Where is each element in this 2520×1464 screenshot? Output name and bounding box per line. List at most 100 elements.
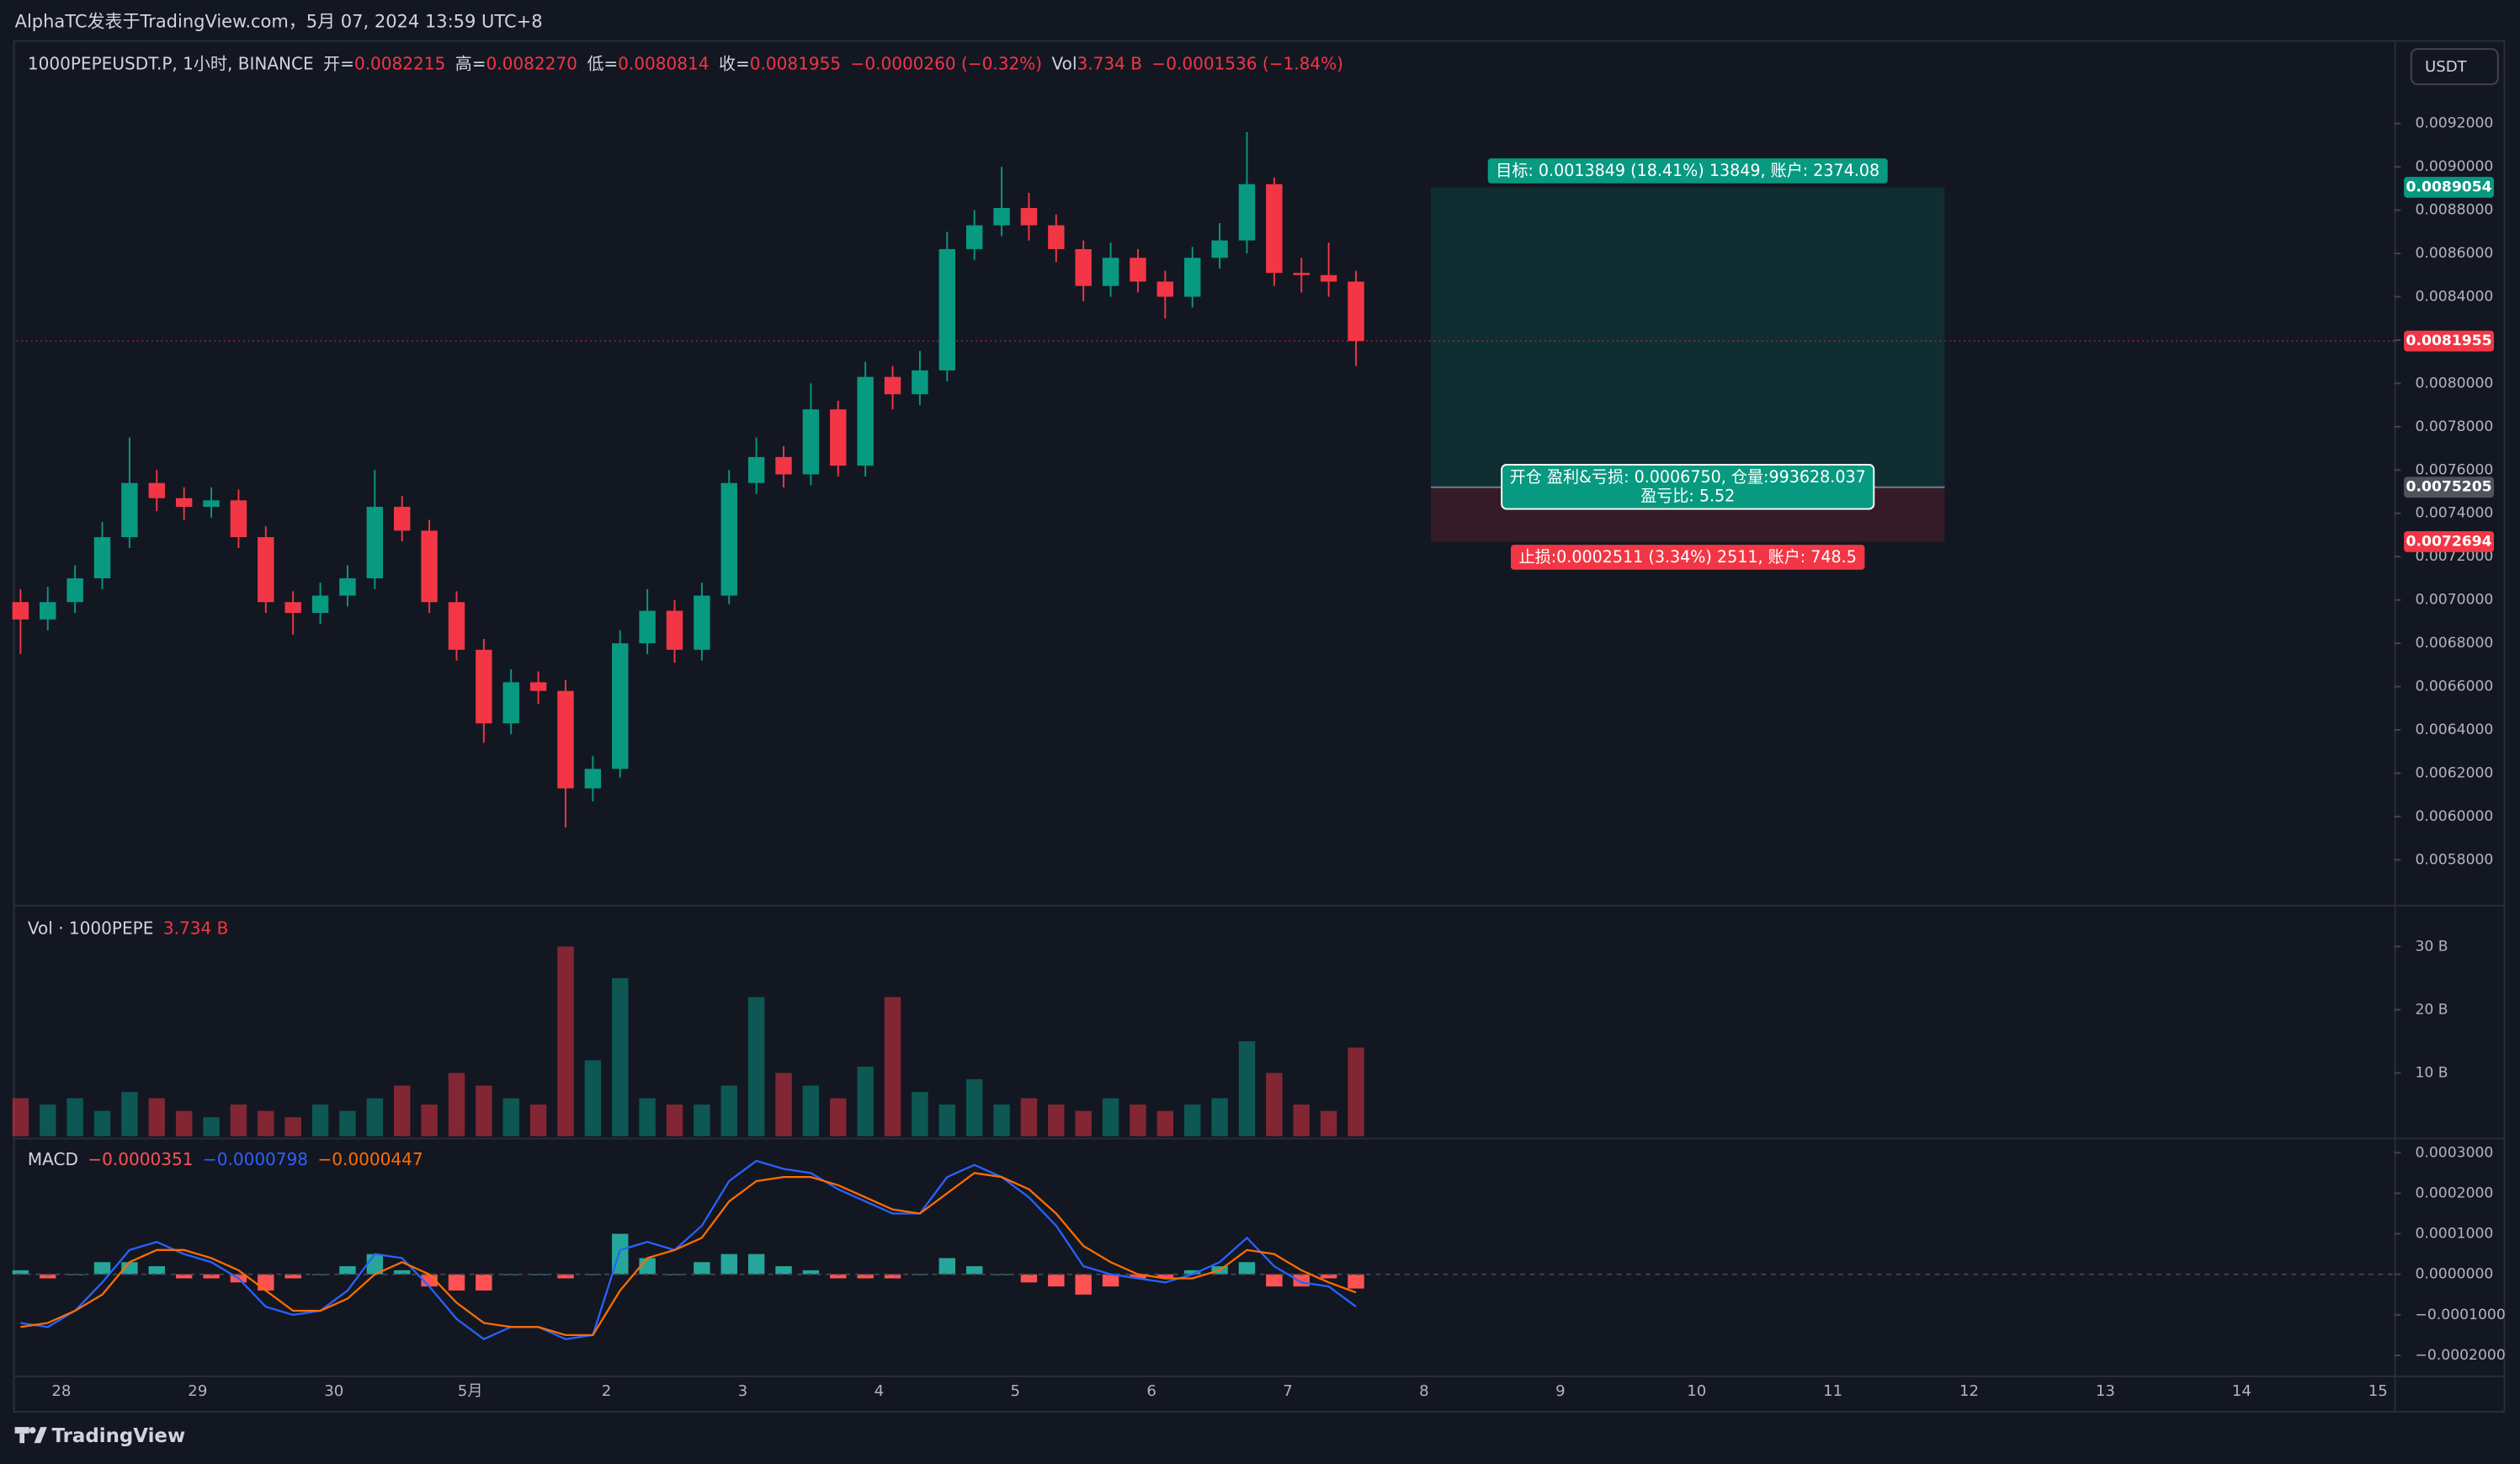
candle-body [203, 500, 220, 508]
price-axis-label: 0.0089054 [2406, 179, 2492, 196]
volume-bar [993, 1105, 1010, 1137]
macd-histogram-bar [40, 1274, 56, 1279]
y-tick-label: 0.0002000 [2415, 1185, 2493, 1201]
entry-label: 盈亏比: 5.52 [1640, 487, 1735, 506]
y-tick-label: 0.0066000 [2415, 679, 2493, 695]
x-tick-label: 29 [188, 1382, 207, 1400]
candle-body [1156, 281, 1174, 297]
x-tick-label: 11 [1823, 1382, 1842, 1400]
volume-bar [175, 1110, 193, 1137]
legend-value: 3.734 B [1077, 53, 1142, 73]
macd-histogram-bar [1075, 1274, 1092, 1295]
volume-bar [258, 1110, 274, 1137]
candle-body [639, 610, 656, 644]
macd-histogram-bar [775, 1266, 792, 1275]
y-tick-label: 0.0062000 [2415, 764, 2493, 781]
candle-body [1102, 258, 1119, 286]
signal-line [20, 1172, 1357, 1337]
x-tick-label: 4 [875, 1382, 885, 1400]
price-axis-label-box [2404, 330, 2495, 352]
x-tick-label: 2 [602, 1382, 612, 1400]
volume-bar [502, 1098, 519, 1137]
volume-bar [311, 1105, 329, 1137]
macd-histogram-bar [393, 1270, 411, 1275]
candle-body [1238, 184, 1256, 241]
volume-bar [912, 1092, 928, 1137]
y-tick-label: 0.0084000 [2415, 289, 2493, 306]
y-tick-label: 0.0076000 [2415, 461, 2493, 478]
volume-bar [203, 1117, 220, 1137]
price-axis-label-box [2404, 530, 2495, 552]
y-tick-label: 0.0070000 [2415, 592, 2493, 609]
macd-histogram-bar [965, 1266, 983, 1275]
x-tick-label: 28 [51, 1382, 71, 1400]
candle-body [884, 376, 901, 395]
legend-label: 低= [587, 53, 618, 73]
macd-histogram-bar [339, 1266, 356, 1275]
volume-bar [1075, 1110, 1092, 1137]
candle-body [1266, 184, 1283, 274]
macd-histogram-bar [148, 1266, 165, 1275]
y-tick-label: 0.0074000 [2415, 505, 2493, 522]
macd-histogram-bar [802, 1270, 820, 1275]
candle-body [448, 602, 465, 650]
x-tick-label: 8 [1419, 1382, 1429, 1400]
logo-part [29, 1427, 36, 1434]
candle-body [802, 409, 820, 475]
candle-body [666, 610, 683, 650]
x-tick-label: 15 [2368, 1382, 2388, 1400]
macd-histogram-bar [1348, 1274, 1364, 1289]
candle-body [1348, 281, 1364, 342]
ohlc-legend: 1000PEPEUSDT.P, 1小时, BINANCE 开=0.0082215 高… [28, 53, 1343, 73]
y-tick-label: 30 B [2415, 938, 2448, 955]
legend-value: 0.0082270 [486, 53, 577, 73]
macd-histogram-bar [1156, 1274, 1174, 1279]
macd-histogram-bar [93, 1262, 111, 1275]
macd-histogram-bar [884, 1274, 901, 1279]
volume-bar [121, 1092, 138, 1137]
macd-value: −0.0000798 [203, 1149, 308, 1169]
frame [13, 40, 2506, 1413]
volume-bar [40, 1105, 56, 1137]
macd-histogram-bar [747, 1254, 765, 1275]
y-tick-label: 0.0080000 [2415, 375, 2493, 391]
candle-body [284, 602, 301, 614]
candle-body [529, 682, 547, 691]
candle-body [1293, 273, 1310, 275]
y-tick-label: 0.0078000 [2415, 418, 2493, 435]
volume-bar [230, 1105, 247, 1137]
y-tick-label: 0.0000000 [2415, 1266, 2493, 1283]
macd-histogram-bar [557, 1274, 574, 1279]
candle-body [993, 208, 1010, 226]
x-tick-label: 6 [1146, 1382, 1156, 1400]
candle-body [1020, 208, 1038, 226]
y-tick-label: 0.0060000 [2415, 808, 2493, 825]
volume-bar [1184, 1105, 1201, 1137]
volume-bar [393, 1085, 411, 1137]
candle-body [121, 482, 138, 538]
y-tick-label: 0.0088000 [2415, 202, 2493, 219]
x-tick-label: 10 [1687, 1382, 1706, 1400]
volume-bar [284, 1117, 301, 1137]
candle-body [747, 456, 765, 483]
y-tick-label: 0.0086000 [2415, 245, 2493, 262]
candle-body [1184, 258, 1201, 297]
logo-part [14, 1427, 29, 1434]
volume-title: Vol · 1000PEPE [28, 918, 154, 938]
y-tick-label: 0.0092000 [2415, 115, 2493, 132]
macd-histogram-bar [938, 1258, 956, 1275]
volume-bar [1048, 1105, 1065, 1137]
candle-body [12, 602, 29, 620]
macd-histogram-bar [1020, 1274, 1038, 1283]
volume-bar [12, 1098, 29, 1137]
y-tick-label: 0.0058000 [2415, 851, 2493, 868]
y-tick-label: 0.0064000 [2415, 721, 2493, 738]
volume-bar [339, 1110, 356, 1137]
price-axis-label: 0.0072694 [2406, 533, 2492, 550]
currency-button[interactable] [2410, 48, 2499, 86]
legend-label: Vol [1052, 53, 1077, 73]
candle-body [938, 248, 956, 370]
macd-histogram-bar [1293, 1274, 1310, 1287]
